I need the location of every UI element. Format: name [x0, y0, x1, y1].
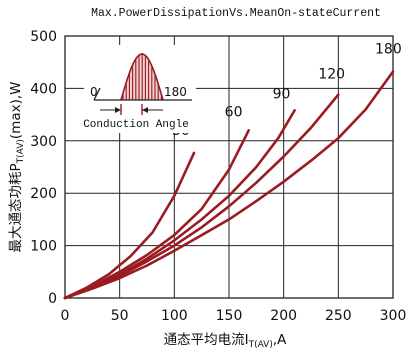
series-labels: 306090120180 [172, 42, 402, 139]
tick-labels: 0 50 100 150 200 250 300 0 100 200 300 400 500 [30, 29, 406, 324]
inset-left-slope [93, 87, 101, 101]
series-label-120: 120 [318, 67, 345, 83]
y-tick-label: 500 [30, 29, 57, 45]
x-axis-label: 通态平均电流IT(AV),A [164, 332, 288, 350]
inset-background [84, 45, 196, 133]
series-line-60 [63, 129, 250, 300]
x-tick-label: 50 [111, 308, 129, 324]
series-lines [63, 70, 395, 300]
x-tick-label: 200 [270, 308, 297, 324]
inset-arrowhead-left [115, 107, 121, 113]
y-axis-label-tail: (max),W [8, 81, 24, 139]
y-axis-label-sub: T(AV) [16, 139, 26, 164]
series-label-90: 90 [273, 86, 291, 102]
inset-label-180: 180 [164, 85, 187, 99]
x-tick-label: 0 [61, 308, 70, 324]
inset-caption: Conduction Angle [83, 119, 189, 131]
series-label-180: 180 [375, 42, 402, 58]
series-line-180 [63, 70, 395, 300]
x-tick-label: 100 [161, 308, 188, 324]
y-tick-label: 100 [30, 239, 57, 255]
y-axis-label-main: 最大通态功耗P [8, 163, 24, 252]
x-axis-label-tail: ,A [273, 332, 287, 348]
inset-sine-curve [120, 53, 164, 101]
grid [65, 36, 393, 298]
y-tick-label: 200 [30, 186, 57, 202]
inset-arrowhead-right [142, 107, 148, 113]
conduction-angle-inset: 0 180 Conduction Angle [83, 45, 196, 133]
y-tick-label: 400 [30, 81, 57, 97]
x-tick-label: 250 [325, 308, 352, 324]
x-axis-label-sub: T(AV) [248, 340, 273, 350]
y-tick-label: 0 [48, 291, 57, 307]
chart-title: Max.PowerDissipationVs.MeanOn-stateCurre… [91, 7, 381, 20]
inset-label-zero: 0 [90, 85, 98, 99]
series-label-60: 60 [225, 104, 243, 120]
inset-hatch-lines [122, 54, 162, 100]
x-tick-label: 150 [216, 308, 243, 324]
x-tick-label: 300 [380, 308, 407, 324]
series-line-120 [63, 93, 340, 300]
x-axis-label-main: 通态平均电流I [164, 332, 249, 348]
y-tick-label: 300 [30, 134, 57, 150]
y-axis-label: 最大通态功耗PT(AV)(max),W [8, 81, 26, 252]
